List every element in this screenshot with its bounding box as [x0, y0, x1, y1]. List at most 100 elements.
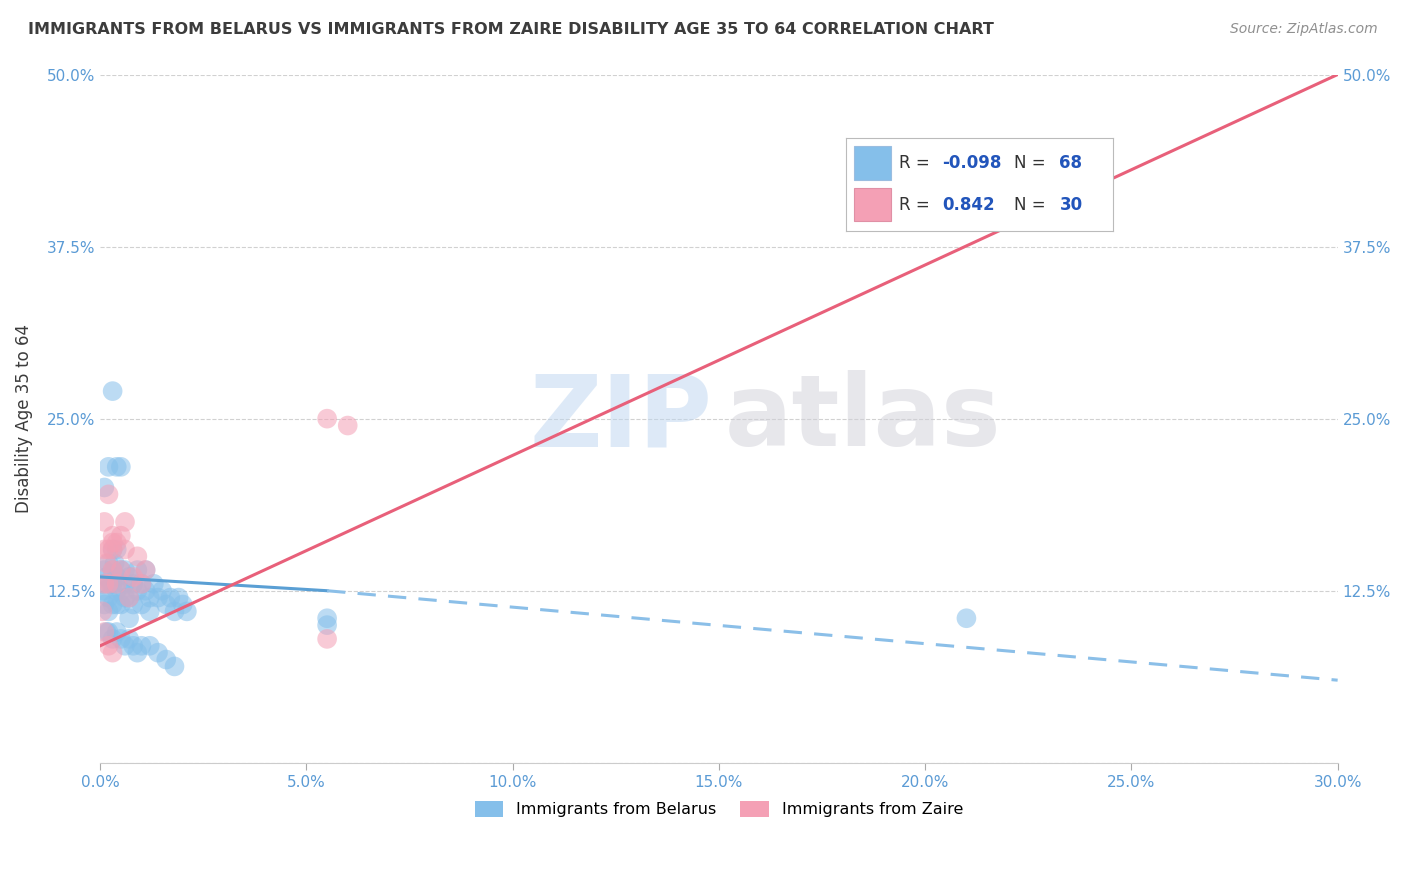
- Text: 30: 30: [1060, 195, 1083, 214]
- Text: 68: 68: [1060, 154, 1083, 172]
- Point: [97, 459, 120, 474]
- Point: [139, 639, 162, 653]
- Point: [155, 652, 177, 666]
- Point: [101, 563, 124, 577]
- Point: [135, 563, 157, 577]
- Point: [91, 604, 114, 618]
- Point: [146, 591, 169, 605]
- Point: [110, 459, 132, 474]
- Legend: Immigrants from Belarus, Immigrants from Zaire: Immigrants from Belarus, Immigrants from…: [468, 794, 970, 823]
- Text: IMMIGRANTS FROM BELARUS VS IMMIGRANTS FROM ZAIRE DISABILITY AGE 35 TO 64 CORRELA: IMMIGRANTS FROM BELARUS VS IMMIGRANTS FR…: [28, 22, 994, 37]
- Point: [316, 632, 339, 646]
- Point: [97, 556, 120, 570]
- Point: [122, 598, 145, 612]
- Point: [97, 604, 120, 618]
- Text: N =: N =: [1014, 154, 1050, 172]
- Point: [110, 563, 132, 577]
- Point: [122, 577, 145, 591]
- Point: [135, 583, 157, 598]
- Point: [135, 563, 157, 577]
- Point: [150, 583, 173, 598]
- Point: [114, 515, 136, 529]
- Point: [131, 639, 153, 653]
- Point: [105, 570, 128, 584]
- Point: [96, 625, 118, 640]
- Point: [110, 563, 132, 577]
- Point: [139, 591, 162, 605]
- Point: [163, 604, 186, 618]
- Point: [93, 583, 115, 598]
- Point: [127, 646, 149, 660]
- Point: [316, 611, 339, 625]
- Point: [101, 598, 124, 612]
- Point: [114, 591, 136, 605]
- Point: [96, 556, 118, 570]
- Point: [139, 604, 162, 618]
- Point: [104, 556, 127, 570]
- Text: R =: R =: [900, 195, 941, 214]
- Bar: [853, 188, 891, 221]
- Point: [97, 487, 120, 501]
- Point: [122, 639, 145, 653]
- Point: [105, 542, 128, 557]
- Point: [163, 659, 186, 673]
- Point: [118, 591, 141, 605]
- Point: [97, 577, 120, 591]
- Text: Source: ZipAtlas.com: Source: ZipAtlas.com: [1230, 22, 1378, 37]
- Point: [110, 583, 132, 598]
- Point: [93, 625, 115, 640]
- Text: atlas: atlas: [725, 370, 1001, 467]
- Point: [93, 577, 115, 591]
- Text: N =: N =: [1014, 195, 1050, 214]
- Point: [91, 577, 114, 591]
- Point: [101, 542, 124, 557]
- Point: [93, 515, 115, 529]
- Point: [142, 577, 165, 591]
- Text: R =: R =: [900, 154, 935, 172]
- Point: [110, 598, 132, 612]
- Point: [127, 563, 149, 577]
- Point: [118, 632, 141, 646]
- Point: [336, 418, 359, 433]
- Y-axis label: Disability Age 35 to 64: Disability Age 35 to 64: [15, 324, 32, 513]
- Point: [101, 563, 124, 577]
- Point: [114, 542, 136, 557]
- Point: [110, 529, 132, 543]
- Point: [101, 632, 124, 646]
- Point: [155, 598, 177, 612]
- Point: [172, 598, 194, 612]
- Point: [100, 577, 122, 591]
- Point: [93, 563, 115, 577]
- Point: [122, 570, 145, 584]
- Point: [105, 535, 128, 549]
- Point: [131, 577, 153, 591]
- Point: [101, 529, 124, 543]
- Point: [105, 459, 128, 474]
- Point: [101, 542, 124, 557]
- Point: [914, 185, 936, 199]
- Point: [316, 411, 339, 425]
- Point: [131, 598, 153, 612]
- Point: [316, 618, 339, 632]
- Point: [110, 632, 132, 646]
- Point: [93, 598, 115, 612]
- Point: [105, 583, 128, 598]
- Point: [97, 591, 120, 605]
- Bar: [853, 146, 891, 179]
- Point: [114, 639, 136, 653]
- Text: -0.098: -0.098: [942, 154, 1001, 172]
- Point: [96, 570, 118, 584]
- Text: ZIP: ZIP: [530, 370, 713, 467]
- Point: [146, 646, 169, 660]
- Text: 0.842: 0.842: [942, 195, 994, 214]
- Point: [167, 591, 190, 605]
- Point: [97, 625, 120, 640]
- Point: [118, 570, 141, 584]
- Point: [159, 591, 181, 605]
- Point: [101, 577, 124, 591]
- Point: [118, 611, 141, 625]
- Point: [105, 577, 128, 591]
- Point: [114, 577, 136, 591]
- Point: [118, 591, 141, 605]
- Point: [131, 577, 153, 591]
